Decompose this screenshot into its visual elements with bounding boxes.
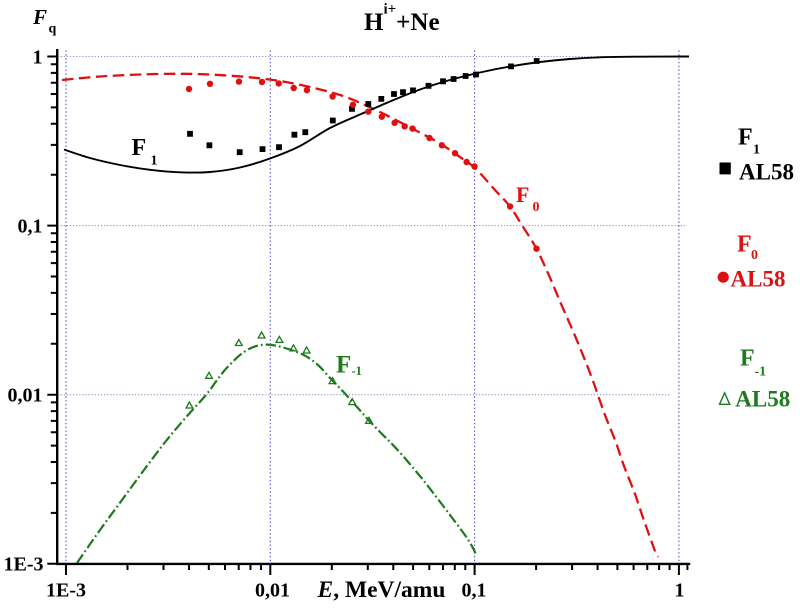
svg-text:1: 1 <box>33 46 43 68</box>
svg-text:F: F <box>132 135 147 161</box>
svg-text:0: 0 <box>751 248 758 263</box>
svg-text:0: 0 <box>533 200 540 215</box>
svg-text:AL58: AL58 <box>739 160 794 185</box>
svg-text:F: F <box>516 182 529 207</box>
svg-text:F: F <box>740 346 755 372</box>
svg-text:0,1: 0,1 <box>18 216 43 238</box>
svg-text:1E-3: 1E-3 <box>4 553 44 575</box>
svg-text:E, MeV/amu: E, MeV/amu <box>317 577 446 603</box>
svg-text:F: F <box>737 232 752 258</box>
svg-text:1E-3: 1E-3 <box>46 580 86 602</box>
svg-text:-1: -1 <box>352 364 362 378</box>
svg-text:1: 1 <box>675 580 685 602</box>
svg-text:0,01: 0,01 <box>255 580 290 602</box>
svg-text:1: 1 <box>151 154 158 169</box>
svg-text:AL58: AL58 <box>735 386 790 411</box>
svg-text:F: F <box>336 352 351 379</box>
svg-text:F: F <box>32 5 47 29</box>
svg-text:F: F <box>738 125 753 151</box>
svg-text:0,01: 0,01 <box>8 385 43 407</box>
svg-text:1: 1 <box>753 143 760 158</box>
svg-text:-1: -1 <box>755 365 767 380</box>
svg-text:AL58: AL58 <box>731 267 786 292</box>
svg-text:0,1: 0,1 <box>462 580 487 602</box>
svg-text:q: q <box>49 22 57 37</box>
